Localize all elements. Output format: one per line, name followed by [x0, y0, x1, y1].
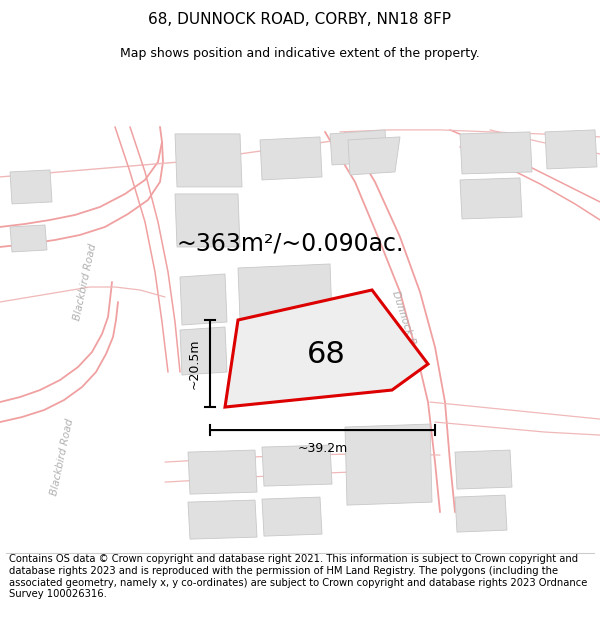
Polygon shape [188, 450, 257, 494]
Text: ~20.5m: ~20.5m [187, 338, 200, 389]
Polygon shape [345, 424, 432, 505]
Text: ~363m²/~0.090ac.: ~363m²/~0.090ac. [176, 232, 404, 256]
Text: 68: 68 [307, 340, 346, 369]
Polygon shape [262, 497, 322, 536]
Text: Contains OS data © Crown copyright and database right 2021. This information is : Contains OS data © Crown copyright and d… [9, 554, 587, 599]
Polygon shape [180, 274, 227, 325]
Polygon shape [455, 450, 512, 489]
Polygon shape [238, 264, 332, 320]
Polygon shape [10, 225, 47, 252]
Polygon shape [460, 132, 532, 174]
Text: Map shows position and indicative extent of the property.: Map shows position and indicative extent… [120, 47, 480, 60]
Polygon shape [10, 170, 52, 204]
Polygon shape [225, 290, 428, 407]
Polygon shape [348, 137, 400, 175]
Text: 68, DUNNOCK ROAD, CORBY, NN18 8FP: 68, DUNNOCK ROAD, CORBY, NN18 8FP [149, 12, 452, 27]
Polygon shape [260, 137, 322, 180]
Text: Dunnock Road: Dunnock Road [391, 289, 424, 364]
Polygon shape [460, 178, 522, 219]
Polygon shape [175, 134, 242, 187]
Polygon shape [545, 130, 597, 169]
Polygon shape [262, 445, 332, 486]
Polygon shape [455, 495, 507, 532]
Polygon shape [188, 500, 257, 539]
Polygon shape [175, 194, 240, 247]
Polygon shape [330, 130, 387, 165]
Text: ~39.2m: ~39.2m [298, 442, 347, 455]
Text: Blackbird Road: Blackbird Road [49, 418, 75, 496]
Polygon shape [180, 327, 227, 375]
Text: Blackbird Road: Blackbird Road [72, 242, 98, 321]
